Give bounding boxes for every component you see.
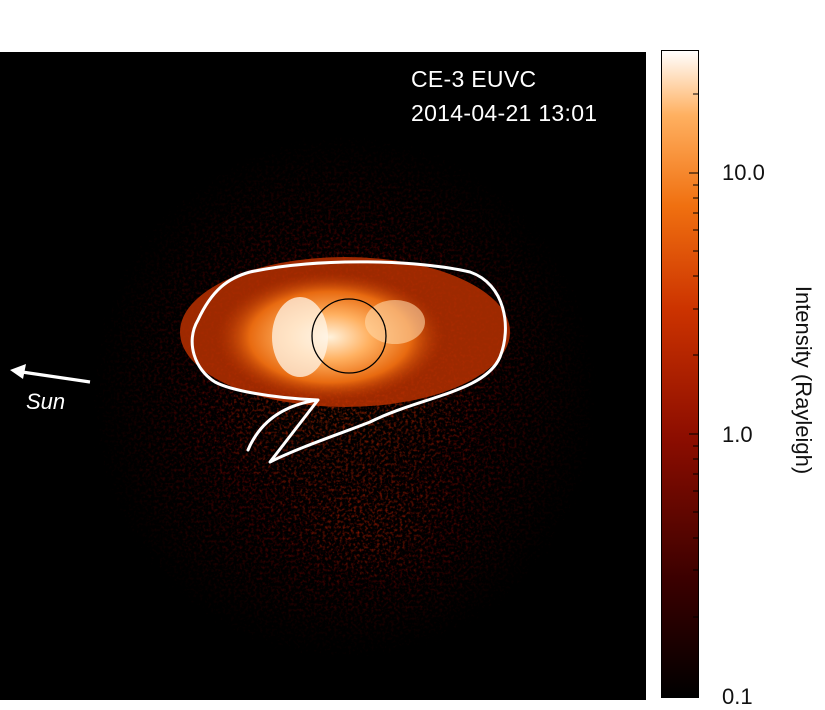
colorbar-tick-label: 0.1 <box>722 684 753 709</box>
sun-direction-arrow <box>10 364 91 384</box>
colorbar-title: Intensity (Rayleigh) <box>791 285 816 475</box>
instrument-label: CE-3 EUVC <box>411 66 537 92</box>
emission-tail <box>220 402 520 642</box>
timestamp-label: 2014-04-21 13:01 <box>411 100 598 126</box>
plasmapause-contour <box>190 260 507 464</box>
sun-direction-label: Sun <box>26 389 66 414</box>
euv-image-panel <box>0 52 646 700</box>
bright-spot-left <box>272 297 328 377</box>
colorbar-tick-label: 10.0 <box>722 160 765 185</box>
euv-image <box>0 52 646 700</box>
colorbar-tick-label: 1.0 <box>722 422 753 447</box>
bright-spot-right <box>365 300 425 344</box>
colorbar-gradient <box>661 50 699 698</box>
earth-disk <box>311 298 387 374</box>
colorbar-graphic <box>661 50 699 698</box>
colorbar <box>661 50 699 698</box>
colorbar-ticks <box>689 93 699 696</box>
